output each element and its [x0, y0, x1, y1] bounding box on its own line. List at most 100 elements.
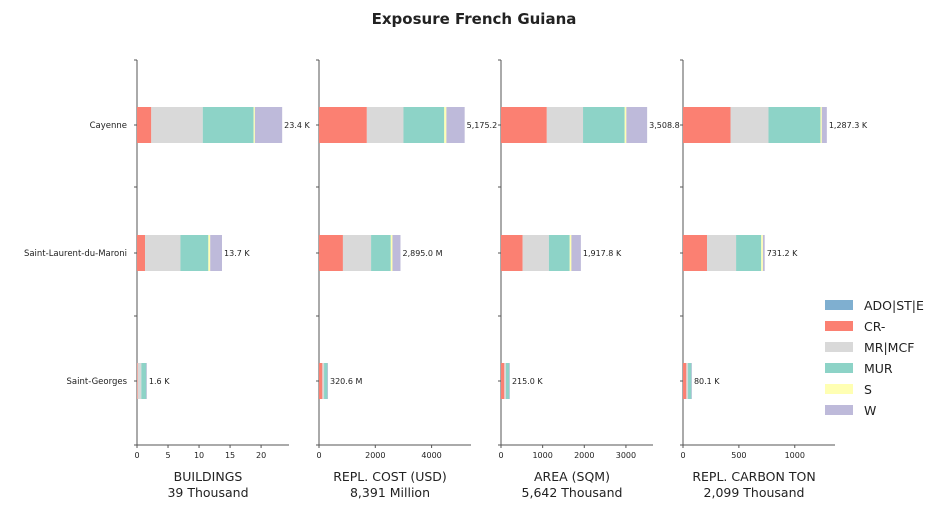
category-label: Saint-Georges: [67, 377, 128, 387]
x-tick-label: 2000: [574, 451, 594, 460]
bar-segment-s: [253, 107, 255, 143]
bar-segment-cr-: [319, 363, 323, 399]
bar-total-label: 2,895.0 M: [402, 249, 442, 258]
legend-entry-label: W: [864, 403, 876, 418]
x-axis-label: REPL. CARBON TON: [692, 469, 815, 484]
bar-segment-cr-: [501, 363, 505, 399]
bar-segment-mr-mcf: [366, 107, 404, 143]
bar-segment-w: [762, 235, 765, 271]
bar-segment-mr-mcf: [686, 363, 689, 399]
legend-entry-label: MUR: [864, 361, 893, 376]
bar-segment-cr-: [683, 107, 731, 143]
bar-segment-cr-: [137, 235, 146, 271]
bar-segment-cr-: [683, 235, 708, 271]
legend-swatch: [825, 321, 853, 331]
x-tick-label: 4000: [421, 451, 441, 460]
legend-entry-label: S: [864, 382, 872, 397]
bar-segment-mur: [403, 107, 445, 143]
bar-segment-mr-mcf: [730, 107, 769, 143]
x-axis-total: 39 Thousand: [167, 485, 248, 500]
bar-segment-mur: [583, 107, 625, 143]
x-tick-label: 0: [316, 451, 321, 460]
x-axis-total: 8,391 Million: [350, 485, 430, 500]
bar-segment-mur: [688, 363, 692, 399]
legend-swatch: [825, 363, 853, 373]
bar-segment-s: [624, 107, 627, 143]
bar-total-label: 1,287.3 K: [829, 121, 868, 130]
category-label: Cayenne: [90, 121, 127, 131]
bar-segment-mr-mcf: [137, 363, 142, 399]
category-label: Saint-Laurent-du-Maroni: [24, 249, 127, 259]
bar-segment-s: [390, 235, 393, 271]
bar-segment-s: [761, 235, 763, 271]
bar-segment-s: [569, 235, 572, 271]
bar-segment-mur: [371, 235, 391, 271]
bar-segment-w: [691, 363, 692, 399]
x-tick-label: 20: [256, 451, 266, 460]
legend-swatch: [825, 405, 853, 415]
bar-segment-mr-mcf: [342, 235, 372, 271]
bar-segment-w: [146, 363, 147, 399]
x-tick-label: 0: [680, 451, 685, 460]
bar-segment-mur: [141, 363, 147, 399]
bar-total-label: 3,508.8: [649, 121, 680, 130]
x-tick-label: 10: [194, 451, 204, 460]
x-axis-label: BUILDINGS: [174, 469, 243, 484]
bar-segment-mr-mcf: [522, 235, 549, 271]
bar-segment-w: [509, 363, 510, 399]
bar-segment-mr-mcf: [322, 363, 325, 399]
legend: ADO|ST|E CR- MR|MCF MUR SW: [825, 298, 924, 418]
x-tick-label: 1000: [532, 451, 552, 460]
bar-segment-cr-: [683, 363, 687, 399]
bar-total-label: 320.6 M: [330, 377, 362, 386]
bar-segment-cr-: [319, 235, 343, 271]
x-tick-label: 15: [225, 451, 235, 460]
bar-total-label: 13.7 K: [224, 249, 250, 258]
bar-segment-mur: [324, 363, 328, 399]
panel-1: 0 2000 4000 REPL. COST (USD)8,391 Million 5,…: [316, 59, 498, 500]
legend-swatch: [825, 384, 853, 394]
legend-swatch: [825, 342, 853, 352]
bar-segment-cr-: [501, 107, 547, 143]
x-tick-label: 500: [731, 451, 746, 460]
x-tick-label: 5: [165, 451, 170, 460]
bar-segment-mur: [736, 235, 762, 271]
bar-segment-mr-mcf: [546, 107, 584, 143]
bar-segment-mur: [505, 363, 510, 399]
bar-segment-mr-mcf: [707, 235, 737, 271]
bar-segment-w: [327, 363, 329, 399]
x-axis-total: 2,099 Thousand: [704, 485, 805, 500]
x-tick-label: 1000: [785, 451, 805, 460]
bar-segment-cr-: [137, 107, 152, 143]
bar-total-label: 1,917.8 K: [583, 249, 622, 258]
bar-segment-w: [210, 235, 222, 271]
legend-entry-label: MR|MCF: [864, 340, 914, 355]
x-tick-label: 2000: [365, 451, 385, 460]
bar-segment-s: [208, 235, 211, 271]
bar-total-label: 731.2 K: [767, 249, 798, 258]
bar-total-label: 5,175.2: [467, 121, 498, 130]
bar-segment-mr-mcf: [151, 107, 203, 143]
bar-segment-mur: [180, 235, 209, 271]
x-tick-label: 0: [498, 451, 503, 460]
bar-total-label: 1.6 K: [149, 377, 170, 386]
bar-segment-mr-mcf: [145, 235, 181, 271]
bar-segment-mur: [768, 107, 821, 143]
x-axis-label: AREA (SQM): [534, 469, 610, 484]
bar-segment-s: [444, 107, 447, 143]
bar-segment-w: [821, 107, 827, 143]
bar-segment-w: [571, 235, 581, 271]
chart-title: Exposure French Guiana: [372, 10, 577, 28]
bar-segment-w: [392, 235, 401, 271]
x-tick-label: 3000: [616, 451, 636, 460]
bar-segment-mur: [548, 235, 570, 271]
bar-total-label: 215.0 K: [512, 377, 543, 386]
bar-segment-cr-: [501, 235, 523, 271]
x-axis-total: 5,642 Thousand: [522, 485, 623, 500]
bar-segment-w: [626, 107, 648, 143]
bar-total-label: 23.4 K: [284, 121, 310, 130]
